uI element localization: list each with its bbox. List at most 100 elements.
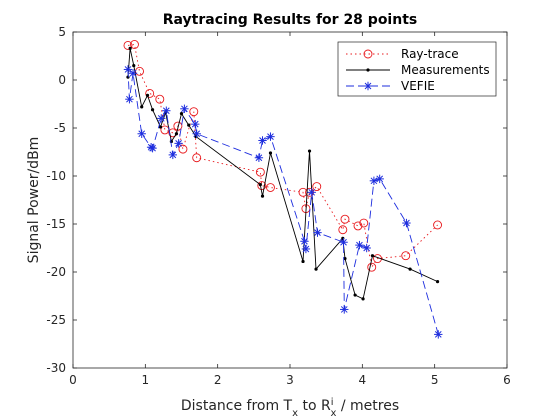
data-point-measurements: [268, 151, 273, 155]
y-tick-label: -15: [46, 217, 66, 231]
asterisk-stroke: [162, 107, 170, 115]
y-tick-label: 0: [58, 73, 66, 87]
legend-label-ray-trace: Ray-trace: [401, 47, 459, 61]
y-tick-label: -20: [46, 265, 66, 279]
data-point-vefie: [162, 106, 171, 115]
data-point-measurements: [307, 149, 312, 153]
legend-entry-ray-trace: Ray-trace: [346, 47, 459, 61]
data-point-measurements: [361, 297, 365, 301]
data-point-measurements: [314, 267, 318, 271]
data-point-ray-trace: [130, 40, 139, 49]
data-point-measurements: [353, 293, 357, 297]
data-point-measurements: [145, 93, 150, 97]
asterisk-stroke: [191, 120, 199, 128]
data-point-vefie: [340, 305, 349, 314]
asterisk-stroke: [259, 137, 266, 144]
data-point-ray-trace: [178, 144, 188, 154]
asterisk-stroke: [149, 144, 156, 152]
x-label-mid: to R: [298, 398, 331, 414]
asterisk-stroke: [267, 133, 274, 140]
asterisk-stroke: [308, 188, 316, 196]
x-label-sub-tx: x: [292, 408, 298, 419]
x-axis-label: Distance from Tx to Ri x / metres: [181, 397, 399, 419]
legend-marker-ray-trace: [363, 49, 373, 59]
data-point-measurements: [258, 183, 262, 187]
data-point-ray-trace: [145, 88, 155, 98]
y-tick-label: -5: [54, 121, 66, 135]
asterisk-stroke: [175, 140, 182, 147]
data-point-measurements: [128, 46, 132, 50]
data-point-measurements: [260, 194, 265, 198]
x-tick-label: 6: [503, 373, 511, 387]
x-tick-label: 2: [214, 373, 222, 387]
data-point-ray-trace: [192, 153, 202, 163]
data-point-vefie: [157, 114, 166, 123]
y-tick-label: -25: [46, 313, 66, 327]
data-point-ray-trace: [340, 214, 350, 224]
legend-marker-measurements: [366, 68, 370, 72]
data-point-ray-trace: [312, 182, 322, 192]
data-point-ray-trace: [173, 121, 183, 131]
data-point-vefie: [375, 174, 384, 184]
data-point-vefie: [300, 237, 309, 246]
x-tick-label: 3: [286, 373, 294, 387]
asterisk-stroke: [314, 229, 321, 236]
asterisk-stroke: [124, 66, 132, 73]
asterisk-stroke: [434, 331, 442, 338]
asterisk-stroke: [193, 130, 201, 138]
data-point-ray-trace: [367, 262, 377, 272]
asterisk-stroke: [363, 244, 371, 252]
data-point-vefie: [128, 69, 138, 78]
asterisk-stroke: [356, 241, 363, 249]
series-line-measurements: [127, 48, 438, 300]
data-point-vefie: [402, 218, 411, 228]
legend-entry-vefie: VEFIE: [346, 79, 435, 93]
data-point-vefie: [148, 143, 157, 153]
data-point-ray-trace: [353, 221, 363, 231]
legend-entry-measurements: Measurements: [346, 63, 490, 77]
data-point-ray-trace: [433, 220, 443, 230]
data-point-ray-trace: [155, 94, 165, 104]
data-point-vefie: [339, 238, 348, 247]
data-point-ray-trace: [266, 183, 275, 192]
asterisk-stroke: [157, 115, 165, 122]
x-tick-label: 1: [142, 373, 150, 387]
data-point-vefie: [125, 95, 134, 104]
data-point-vefie: [254, 153, 264, 162]
asterisk-stroke: [169, 151, 177, 159]
asterisk-stroke: [301, 237, 308, 245]
data-point-vefie: [258, 136, 267, 145]
asterisk-stroke: [126, 95, 133, 103]
x-label-suffix: / metres: [336, 398, 399, 414]
data-point-measurements: [370, 254, 375, 258]
x-tick-label: 0: [69, 373, 77, 387]
asterisk-stroke: [255, 154, 263, 162]
data-point-ray-trace: [338, 225, 348, 235]
data-point-measurements: [132, 64, 136, 68]
data-point-measurements: [301, 259, 305, 264]
data-point-vefie: [434, 330, 443, 339]
data-point-vefie: [355, 240, 364, 250]
data-point-ray-trace: [255, 167, 265, 177]
legend-marker-vefie: [363, 81, 373, 91]
series-layer: [123, 40, 443, 339]
data-point-vefie: [369, 176, 379, 185]
data-point-vefie: [362, 243, 371, 253]
asterisk-stroke: [364, 82, 372, 90]
data-point-ray-trace: [123, 40, 133, 50]
y-tick-label: -10: [46, 169, 66, 183]
asterisk-stroke: [403, 219, 410, 227]
asterisk-stroke: [129, 69, 137, 77]
series-vefie: [123, 65, 443, 339]
asterisk-stroke: [340, 306, 348, 313]
data-point-vefie: [307, 188, 316, 197]
legend-box: [337, 41, 497, 97]
series-measurements: [126, 46, 440, 301]
data-point-measurements: [343, 256, 347, 261]
x-label-prefix: Distance from T: [181, 398, 293, 414]
legend-label-vefie: VEFIE: [401, 79, 435, 93]
data-point-measurements: [140, 105, 144, 109]
data-point-ray-trace: [189, 107, 199, 117]
data-point-vefie: [123, 65, 133, 74]
